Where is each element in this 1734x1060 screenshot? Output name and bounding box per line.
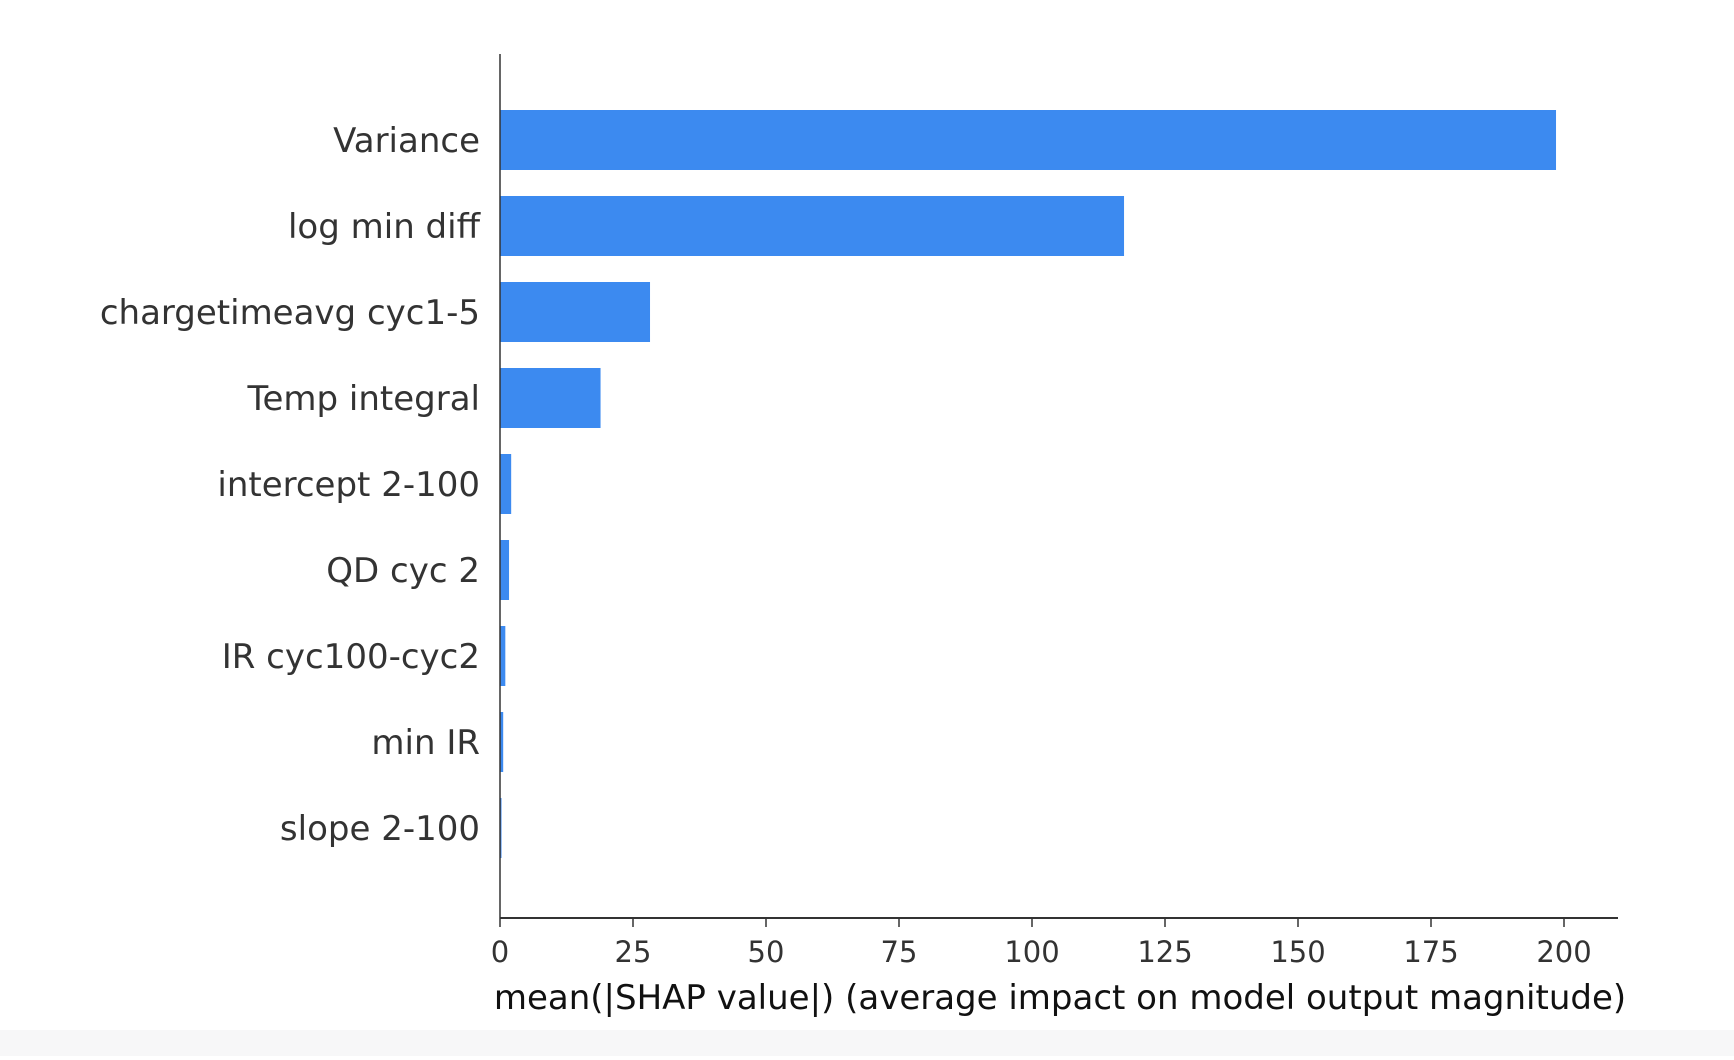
category-label-8: slope 2-100 <box>280 809 480 849</box>
x-ticks: 0 25 50 75 100 125 150 175 200 <box>491 918 1592 969</box>
bar-4 <box>500 454 512 514</box>
bar-5 <box>500 540 510 600</box>
category-label-2: chargetimeavg cyc1-5 <box>100 293 480 333</box>
category-label-6: IR cyc100-cyc2 <box>222 637 480 677</box>
bar-2 <box>500 282 651 342</box>
x-tick-label-3: 75 <box>881 935 918 969</box>
bar-1 <box>500 196 1125 256</box>
x-tick-label-6: 150 <box>1270 935 1325 969</box>
category-label-1: log min diff <box>288 207 482 247</box>
x-tick-label-0: 0 <box>491 935 509 969</box>
x-tick-label-7: 175 <box>1403 935 1458 969</box>
x-axis-label: mean(|SHAP value|) (average impact on mo… <box>494 978 1626 1018</box>
x-tick-label-5: 125 <box>1137 935 1192 969</box>
category-label-3: Temp integral <box>246 379 480 419</box>
bars-layer <box>500 110 1557 858</box>
x-tick-label-2: 50 <box>748 935 785 969</box>
category-label-0: Variance <box>333 121 480 161</box>
category-label-5: QD cyc 2 <box>326 551 480 591</box>
category-labels: Variance log min diff chargetimeavg cyc1-5… <box>100 121 482 849</box>
category-label-7: min IR <box>371 723 480 763</box>
bar-3 <box>500 368 601 428</box>
x-tick-label-8: 200 <box>1536 935 1591 969</box>
bar-0 <box>500 110 1557 170</box>
bar-6 <box>500 626 506 686</box>
x-tick-label-1: 25 <box>615 935 652 969</box>
x-tick-label-4: 100 <box>1004 935 1059 969</box>
category-label-4: intercept 2-100 <box>217 465 480 505</box>
bar-7 <box>500 712 504 772</box>
bottom-band <box>0 1030 1734 1056</box>
